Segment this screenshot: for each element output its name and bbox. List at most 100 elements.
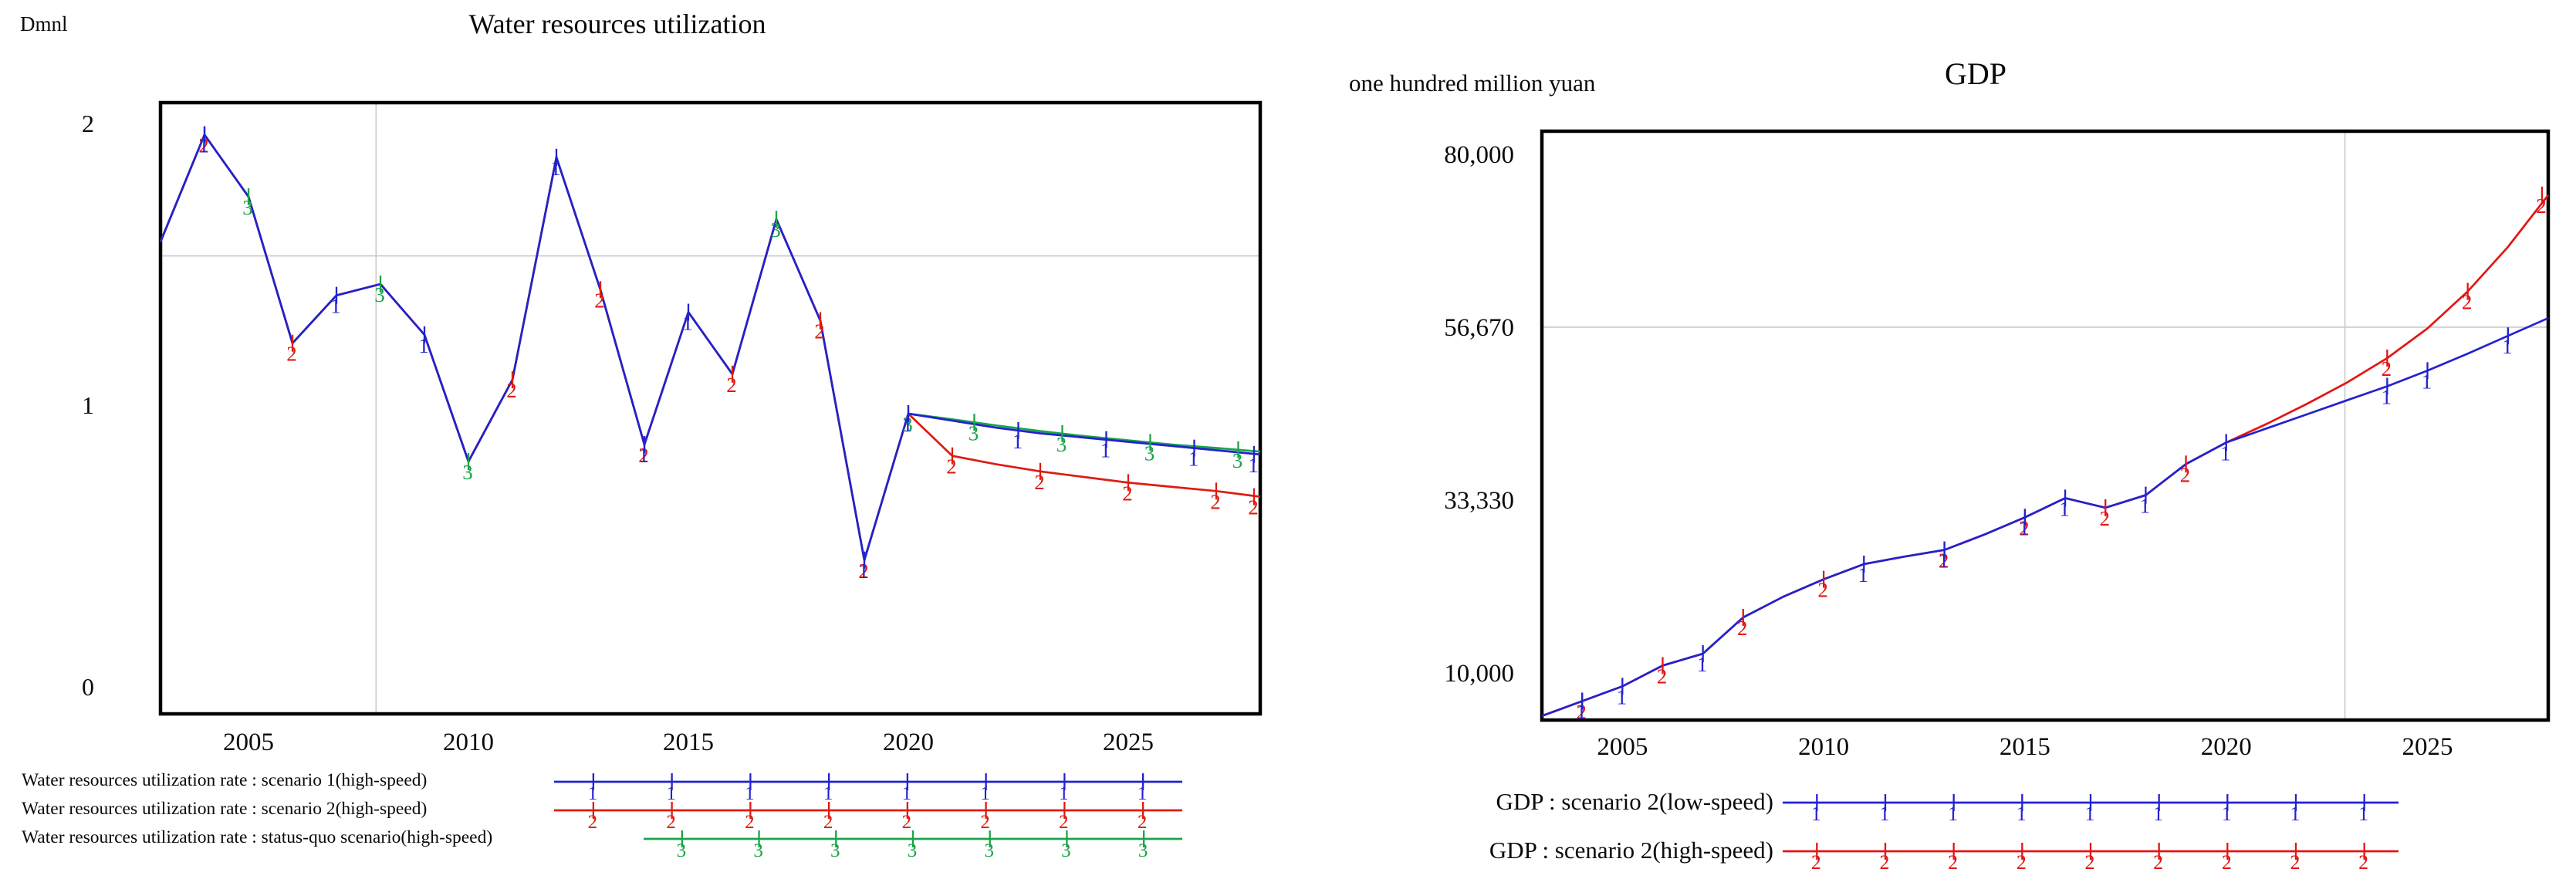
legend-label-status-quo: Water resources utilization rate : statu… bbox=[22, 827, 493, 847]
series-markers-2: 2 2 2 2 2 2 2 2 2 2 2 2 2 bbox=[198, 126, 1259, 583]
svg-text:2: 2 bbox=[1948, 851, 1958, 874]
legend-line-samples: 1 1 1 1 1 1 1 1 1 2 2 2 2 2 2 2 2 2 bbox=[1783, 794, 2399, 874]
svg-text:2: 2 bbox=[1811, 851, 1821, 874]
svg-text:1: 1 bbox=[858, 560, 869, 583]
svg-text:3: 3 bbox=[1056, 433, 1067, 456]
svg-text:1: 1 bbox=[1880, 803, 1890, 825]
svg-text:1: 1 bbox=[1100, 439, 1111, 462]
svg-text:2010: 2010 bbox=[443, 729, 494, 756]
svg-text:1: 1 bbox=[1012, 430, 1023, 453]
gridlines bbox=[161, 103, 1260, 714]
svg-text:2: 2 bbox=[2462, 291, 2473, 314]
svg-text:2: 2 bbox=[1210, 490, 1221, 513]
plot-border bbox=[158, 100, 1263, 716]
svg-text:1: 1 bbox=[902, 413, 913, 436]
svg-text:2015: 2015 bbox=[663, 729, 714, 756]
legend-label-scenario2: Water resources utilization rate : scena… bbox=[22, 799, 428, 819]
svg-text:3: 3 bbox=[1138, 840, 1148, 861]
series-markers-3: 1 1 1 1 1 1 1 1 1 1 1 1 bbox=[198, 126, 1259, 583]
gdp-chart-panel: one hundred million yuan GDP 80,000 56,67… bbox=[1273, 0, 2576, 896]
svg-text:1: 1 bbox=[682, 312, 693, 335]
svg-text:1: 1 bbox=[198, 134, 209, 157]
svg-text:3: 3 bbox=[1232, 449, 1243, 472]
gdp-y-unit-label: one hundred million yuan bbox=[1349, 69, 1596, 96]
x-axis-tick-labels: 2005 2010 2015 2020 2025 bbox=[223, 729, 1154, 756]
svg-text:2: 2 bbox=[82, 110, 94, 137]
svg-text:2: 2 bbox=[2099, 507, 2110, 530]
gdp-chart-title: GDP bbox=[1944, 56, 2007, 91]
svg-text:2: 2 bbox=[2017, 851, 2027, 874]
svg-text:1: 1 bbox=[1059, 783, 1069, 804]
svg-text:1: 1 bbox=[418, 334, 429, 357]
series-line-3 bbox=[159, 132, 1261, 561]
svg-text:3: 3 bbox=[830, 840, 840, 861]
svg-text:1: 1 bbox=[1697, 653, 1708, 676]
svg-text:1: 1 bbox=[2358, 803, 2368, 825]
svg-text:1: 1 bbox=[823, 783, 833, 804]
x-axis-tick-labels: 2005 2010 2015 2020 2025 bbox=[1597, 733, 2453, 761]
svg-text:1: 1 bbox=[980, 783, 990, 804]
svg-text:1: 1 bbox=[638, 444, 649, 467]
svg-text:2: 2 bbox=[745, 812, 755, 833]
svg-text:1: 1 bbox=[82, 391, 94, 419]
water-utilization-chart-panel: Dmnl Water resources utilization 2 1 0 2005… bbox=[0, 0, 1273, 896]
svg-text:1: 1 bbox=[2502, 335, 2513, 358]
svg-text:1: 1 bbox=[1617, 685, 1628, 708]
gridlines bbox=[1542, 131, 2548, 720]
svg-text:3: 3 bbox=[902, 413, 913, 436]
svg-text:2: 2 bbox=[946, 455, 957, 478]
legend-label-gdp-high-speed: GDP : scenario 2(high-speed) bbox=[1489, 837, 1773, 864]
svg-text:1: 1 bbox=[1248, 454, 1259, 477]
svg-text:2: 2 bbox=[726, 374, 737, 397]
svg-text:3: 3 bbox=[753, 840, 763, 861]
svg-text:2: 2 bbox=[1939, 549, 1949, 573]
svg-text:2: 2 bbox=[2085, 851, 2095, 874]
svg-text:2: 2 bbox=[1657, 664, 1668, 688]
svg-text:1: 1 bbox=[588, 783, 598, 804]
svg-text:2: 2 bbox=[1138, 812, 1148, 833]
svg-text:2: 2 bbox=[506, 379, 517, 402]
gdp-plot: 80,000 56,670 33,330 10,000 2005 2010 2015 2020… bbox=[1444, 129, 2551, 874]
series-markers-2: 1 1 1 1 1 1 1 1 1 1 1 1 bbox=[1576, 327, 2513, 723]
svg-text:2: 2 bbox=[638, 444, 649, 467]
svg-text:1: 1 bbox=[1939, 549, 1949, 573]
svg-text:3: 3 bbox=[1061, 840, 1071, 861]
svg-text:0: 0 bbox=[82, 673, 94, 701]
svg-text:2: 2 bbox=[902, 812, 912, 833]
svg-text:1: 1 bbox=[550, 157, 561, 180]
series-line-2 bbox=[159, 132, 1261, 561]
svg-text:2: 2 bbox=[2382, 357, 2392, 380]
svg-text:2005: 2005 bbox=[223, 729, 274, 756]
svg-text:1: 1 bbox=[330, 295, 341, 318]
svg-text:2: 2 bbox=[1737, 617, 1748, 640]
svg-text:1: 1 bbox=[2140, 495, 2151, 518]
svg-text:1: 1 bbox=[2019, 516, 2030, 539]
svg-text:1: 1 bbox=[2153, 803, 2163, 825]
svg-text:2: 2 bbox=[1576, 700, 1586, 723]
svg-text:1: 1 bbox=[2059, 497, 2070, 520]
series-markers-1: 3 3 3 3 3 3 3 3 3 bbox=[242, 188, 1242, 484]
svg-text:1: 1 bbox=[1948, 803, 1958, 825]
svg-text:1: 1 bbox=[2422, 370, 2432, 393]
svg-text:2: 2 bbox=[2222, 851, 2232, 874]
svg-text:1: 1 bbox=[2290, 803, 2300, 825]
svg-text:1: 1 bbox=[1576, 700, 1586, 723]
svg-text:2: 2 bbox=[1817, 579, 1828, 602]
svg-text:2010: 2010 bbox=[1798, 733, 1849, 761]
svg-text:10,000: 10,000 bbox=[1444, 660, 1514, 688]
svg-text:1: 1 bbox=[666, 783, 676, 804]
svg-text:2025: 2025 bbox=[1103, 729, 1154, 756]
legend-label-scenario1: Water resources utilization rate : scena… bbox=[22, 770, 428, 790]
svg-text:2: 2 bbox=[1880, 851, 1890, 874]
svg-text:3: 3 bbox=[462, 461, 473, 484]
svg-text:1: 1 bbox=[1858, 563, 1869, 587]
svg-text:2020: 2020 bbox=[883, 729, 934, 756]
svg-text:2: 2 bbox=[594, 289, 605, 312]
svg-text:1: 1 bbox=[1138, 783, 1148, 804]
svg-text:2: 2 bbox=[1059, 812, 1069, 833]
series-markers-1: 2 2 2 2 2 2 2 2 2 2 2 bbox=[1576, 186, 2547, 723]
svg-text:2025: 2025 bbox=[2402, 733, 2453, 761]
water-y-unit-label: Dmnl bbox=[20, 12, 68, 36]
